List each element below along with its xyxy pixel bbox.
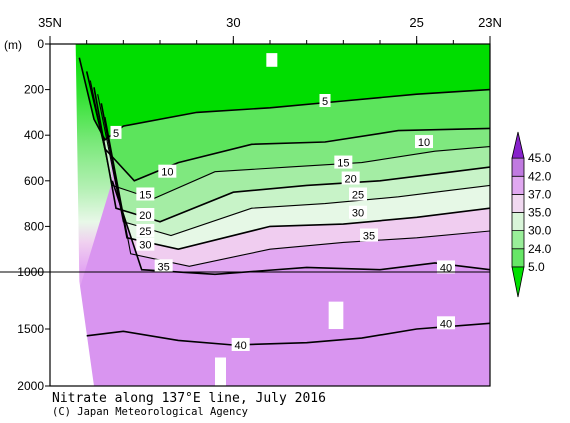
contour-label-bg	[154, 259, 173, 273]
contour-label-bg	[349, 205, 367, 219]
land-mask	[50, 44, 94, 386]
contour-label-bg	[437, 260, 455, 274]
colorbar-swatch	[511, 230, 525, 250]
contour-label-bg	[349, 187, 367, 201]
y-tick-label: 400	[24, 128, 44, 142]
colorbar-label: 42.0	[528, 169, 552, 183]
contour-label-bg	[158, 164, 177, 178]
contour-line-20	[93, 87, 490, 223]
colorbar-swatch	[511, 193, 525, 213]
y-tick-label: 1000	[17, 265, 44, 279]
contour-band	[94, 87, 490, 236]
contour-label: 25	[352, 189, 364, 201]
contour-label-bg	[110, 125, 122, 139]
colorbar-label: 37.0	[528, 187, 552, 201]
colorbar-legend: 5.0 24.0 30.0 35.0 37.0 42.0 45.0	[511, 131, 552, 298]
contour-label-bg	[341, 171, 360, 185]
missing-data-box	[328, 301, 344, 329]
contour-label: 25	[139, 226, 151, 238]
contour-band	[86, 71, 490, 200]
missing-data-box	[266, 53, 278, 67]
chart-title: Nitrate along 137°E line, July 2016	[52, 391, 326, 406]
x-tick-label: 35N	[38, 15, 62, 30]
credit-text: (C) Japan Meteorological Agency	[52, 406, 248, 418]
colorbar-label: 5.0	[528, 260, 545, 274]
y-tick-label: 0	[37, 37, 44, 51]
contour-label-bg	[334, 155, 353, 169]
contour-band	[97, 94, 490, 250]
contour-band	[90, 80, 490, 222]
contour-band	[79, 57, 490, 181]
contour-label: 40	[235, 340, 247, 352]
contour-line-15	[89, 80, 490, 200]
colorbar-swatch	[511, 175, 525, 195]
contour-line-25	[97, 94, 490, 237]
colorbar-label: 24.0	[528, 242, 552, 256]
contour-line-40	[111, 180, 490, 276]
colorbar-swatch	[511, 212, 525, 232]
x-tick-label: 25	[409, 15, 423, 30]
contour-label: 10	[161, 167, 173, 179]
x-tick-label: 30	[226, 15, 240, 30]
contour-label: 20	[139, 210, 151, 222]
contour-label-bg	[415, 135, 433, 149]
contour-label: 10	[418, 137, 430, 149]
colorbar-label: 45.0	[528, 151, 552, 165]
contour-label: 15	[139, 189, 151, 201]
contour-label: 40	[440, 262, 452, 274]
contour-band	[101, 103, 490, 267]
colorbar-label: 35.0	[528, 206, 552, 220]
contour-line-40	[86, 322, 490, 346]
surface-band	[50, 44, 490, 140]
contour-label-bg	[136, 237, 155, 251]
contour-label: 35	[158, 261, 170, 273]
contour-label: 40	[440, 318, 452, 330]
x-tick-label: 23N	[478, 15, 502, 30]
contour-line-5	[78, 57, 490, 141]
contour-label: 5	[113, 128, 119, 140]
y-unit-label: (m)	[4, 38, 22, 52]
contour-label-bg	[360, 228, 378, 242]
contour-label: 20	[345, 174, 357, 186]
colorbar-swatch	[511, 266, 525, 298]
missing-data-box	[215, 357, 226, 386]
contour-label: 30	[139, 240, 151, 252]
contour-band	[105, 116, 490, 275]
contour-label: 5	[322, 96, 328, 108]
y-tick-label: 1500	[17, 322, 44, 336]
plot-area: 5 5 10 10 15 15 20 20 25 25 30 30 35 35 40 40 40	[0, 44, 490, 386]
contour-label: 35	[363, 231, 375, 243]
contour-label-bg	[319, 94, 331, 107]
colorbar-swatch	[511, 131, 525, 159]
contour-label-bg	[437, 316, 455, 330]
contour-label: 15	[337, 158, 349, 170]
y-tick-label: 800	[24, 219, 44, 233]
contour-label-bg	[136, 223, 155, 237]
contour-label-bg	[136, 187, 155, 201]
contour-line-35	[104, 116, 490, 267]
colorbar-swatch	[511, 157, 525, 177]
y-tick-label: 200	[24, 83, 44, 97]
y-tick-label: 600	[24, 174, 44, 188]
plot-clip-group: 5 5 10 10 15 15 20 20 25 25 30 30 35 35 40 40 40	[50, 44, 490, 386]
contour-line-30	[100, 103, 490, 251]
contour-label: 30	[352, 208, 364, 220]
y-tick-label: 2000	[17, 379, 44, 393]
contour-label-bg	[136, 208, 155, 221]
contour-label-bg	[231, 337, 250, 351]
colorbar-label: 30.0	[528, 224, 552, 238]
axes: 35N 30 25 23N 0 200 400 600 800 1000 1500 2000	[17, 15, 502, 393]
colorbar-swatch	[511, 248, 525, 268]
